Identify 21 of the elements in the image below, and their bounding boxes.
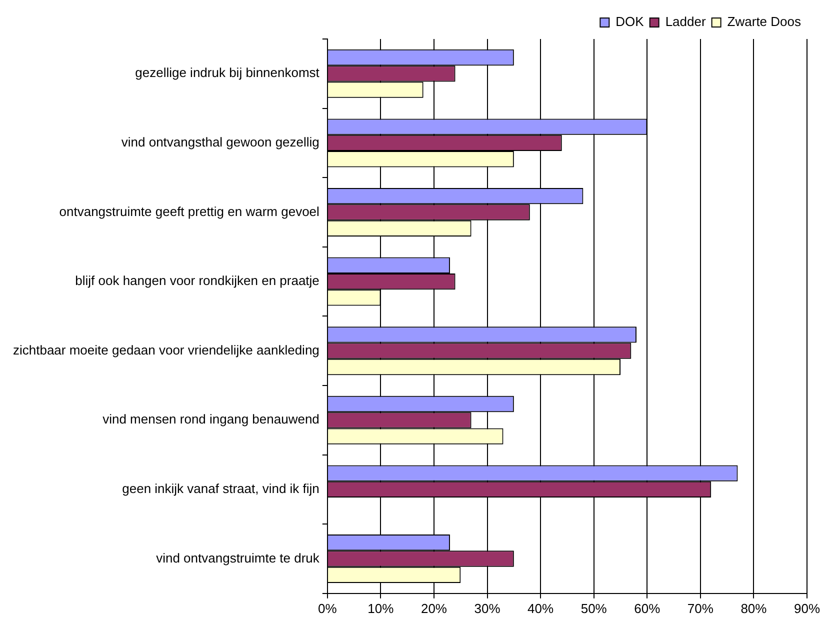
y-tick-label: geen inkijk vanaf straat, vind ik fijn: [122, 481, 320, 496]
legend-label: DOK: [616, 14, 644, 30]
x-tick-label: 40%: [528, 600, 554, 616]
y-tick-label: vind mensen rond ingang benauwend: [102, 412, 320, 427]
x-tick-label: 90%: [794, 600, 820, 616]
legend-label: Ladder: [665, 14, 706, 30]
x-tick-label: 80%: [740, 600, 768, 616]
x-tick-label: 50%: [580, 600, 608, 616]
x-tick-label: 60%: [634, 600, 661, 616]
x-tick-label: 30%: [474, 600, 501, 616]
y-tick-label: zichtbaar moeite gedaan voor vriendelijke aankleding: [12, 342, 320, 358]
x-tick-label: 70%: [687, 600, 714, 616]
x-tick-label: 0%: [318, 600, 338, 616]
y-tick-label: gezellige indruk bij binnenkomst: [135, 65, 320, 80]
y-tick-label: ontvangstruimte geeft prettig en warm gevoel: [59, 204, 320, 219]
x-tick-label: 10%: [368, 600, 394, 616]
y-tick-label: vind ontvangstruimte te druk: [156, 550, 320, 566]
y-tick-label: vind ontvangsthal gewoon gezellig: [121, 134, 320, 150]
y-tick-label: blijf ook hangen voor rondkijken en praatje: [75, 273, 320, 288]
legend-label: Zwarte Doos: [727, 14, 802, 30]
x-tick-label: 20%: [420, 600, 448, 616]
